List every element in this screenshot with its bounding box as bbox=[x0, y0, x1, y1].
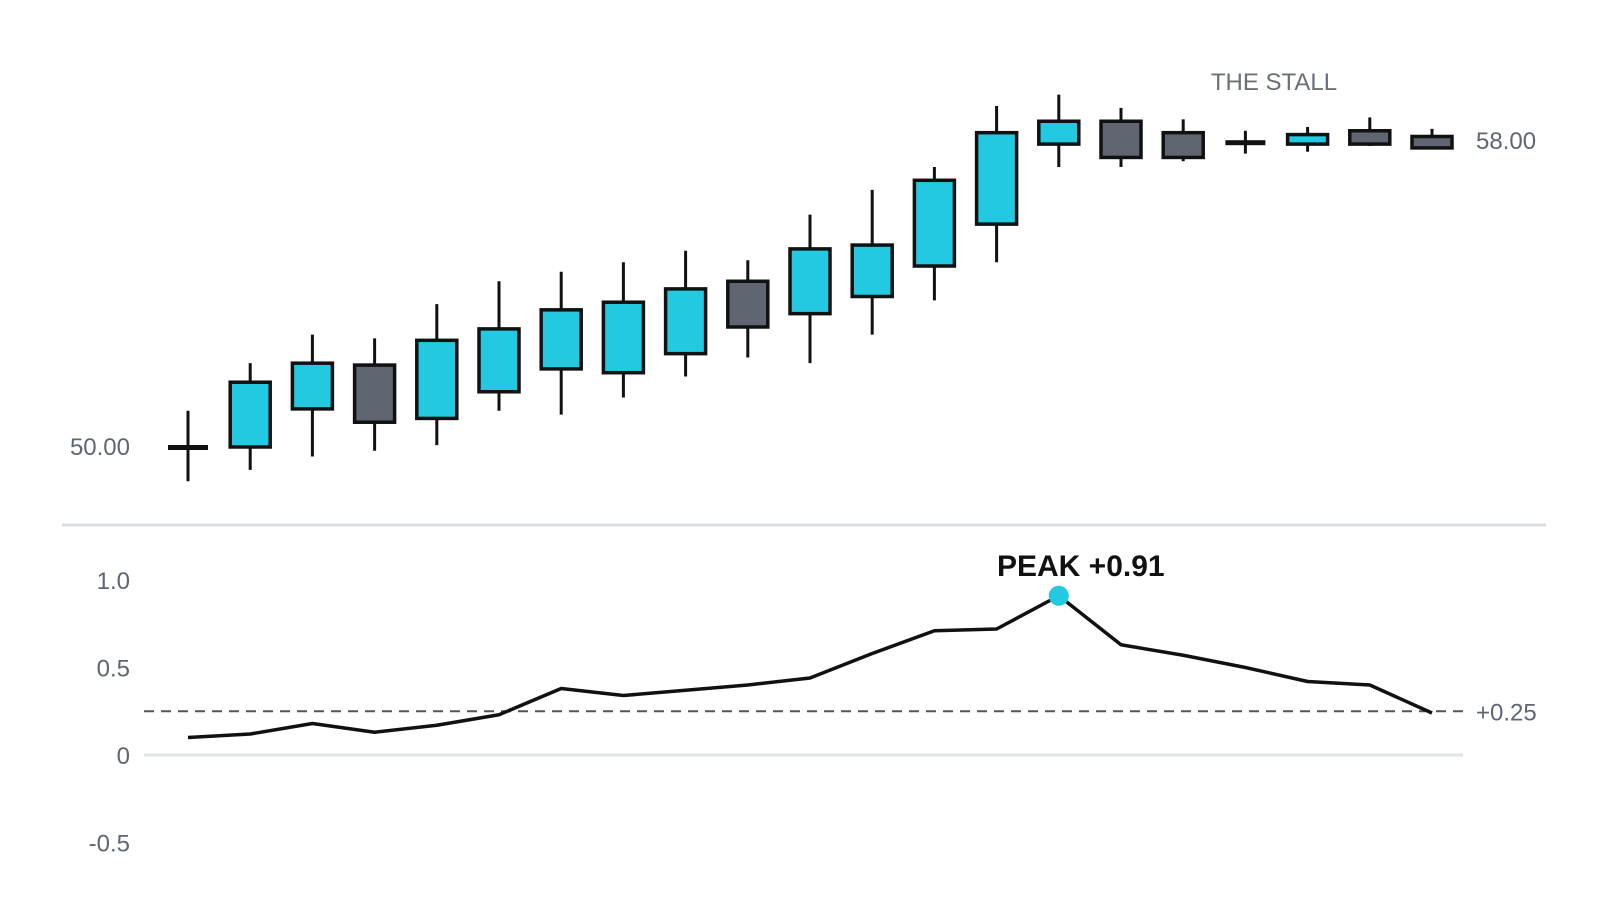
candlestick-panel: 50.00 58.00 THE STALL bbox=[70, 69, 1536, 482]
candle bbox=[290, 334, 335, 457]
y-tick-label: 0.5 bbox=[97, 656, 130, 683]
candle-body bbox=[1348, 129, 1392, 146]
candle-body bbox=[663, 287, 708, 356]
price-label: 50.00 bbox=[70, 434, 130, 461]
peak-point bbox=[1048, 585, 1069, 606]
candle-body bbox=[228, 380, 272, 449]
candle-body bbox=[850, 243, 894, 299]
y-tick-label: 1.0 bbox=[97, 568, 130, 595]
candle-body bbox=[352, 363, 397, 424]
oscillator-panel: 1.0 0.5 0 -0.5 +0.25 PEAK +0.91 bbox=[89, 550, 1537, 858]
y-tick-label: 0 bbox=[117, 743, 130, 770]
candle bbox=[1161, 119, 1205, 162]
candle bbox=[850, 189, 894, 335]
candle bbox=[663, 250, 708, 377]
candle bbox=[974, 106, 1019, 263]
candle bbox=[1037, 94, 1081, 167]
candle-body bbox=[788, 247, 832, 316]
candle bbox=[1225, 130, 1266, 154]
candle bbox=[415, 304, 459, 446]
candle-body bbox=[974, 130, 1019, 226]
candle-body bbox=[912, 178, 957, 268]
candle-body bbox=[477, 327, 521, 394]
candle bbox=[352, 338, 397, 451]
candle-body bbox=[1225, 140, 1266, 146]
candle-body bbox=[1285, 132, 1330, 146]
annotation-label: THE STALL bbox=[1211, 69, 1337, 96]
candle-body bbox=[601, 300, 646, 375]
candle-body bbox=[726, 279, 770, 329]
candle bbox=[912, 166, 957, 301]
y-tick-label: -0.5 bbox=[89, 831, 130, 858]
candle-body bbox=[1410, 134, 1454, 150]
candle bbox=[477, 281, 521, 411]
candle-body bbox=[168, 445, 208, 450]
candle bbox=[168, 410, 208, 482]
oscillator-line bbox=[187, 594, 1433, 740]
reference-label: +0.25 bbox=[1476, 699, 1537, 726]
candle-body bbox=[1037, 119, 1081, 146]
price-label: 58.00 bbox=[1476, 128, 1536, 155]
candle bbox=[788, 214, 832, 364]
candle bbox=[539, 271, 583, 415]
candle bbox=[1099, 107, 1143, 167]
candle bbox=[1348, 117, 1392, 147]
candle bbox=[1285, 126, 1330, 152]
candle-body bbox=[290, 361, 335, 411]
candle-body bbox=[1161, 130, 1205, 160]
candle bbox=[1410, 128, 1454, 150]
candle-body bbox=[415, 338, 459, 421]
candle bbox=[601, 262, 646, 398]
candle-body bbox=[1099, 119, 1143, 160]
candle-body bbox=[539, 308, 583, 371]
candle bbox=[726, 260, 770, 358]
peak-label: PEAK +0.91 bbox=[997, 550, 1165, 583]
candle bbox=[228, 363, 272, 470]
